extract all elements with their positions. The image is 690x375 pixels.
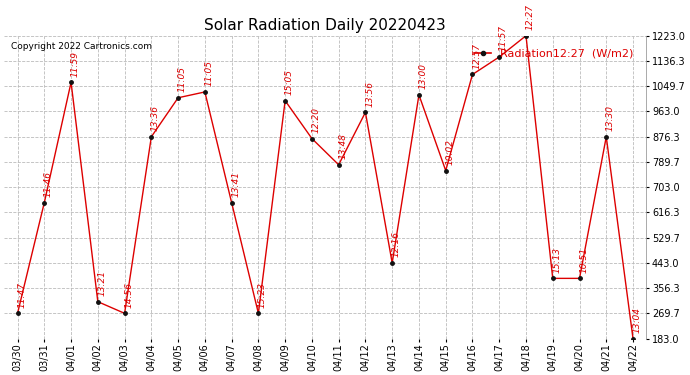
Text: 13:41: 13:41 xyxy=(231,171,240,197)
Text: Copyright 2022 Cartronics.com: Copyright 2022 Cartronics.com xyxy=(10,42,152,51)
Text: 11:47: 11:47 xyxy=(17,282,26,308)
Text: 15:13: 15:13 xyxy=(553,247,562,273)
Text: 11:59: 11:59 xyxy=(71,51,80,77)
Text: 14:56: 14:56 xyxy=(124,282,133,308)
Text: 12:16: 12:16 xyxy=(392,231,401,257)
Text: 12:27: 12:27 xyxy=(526,4,535,30)
Title: Solar Radiation Daily 20220423: Solar Radiation Daily 20220423 xyxy=(204,18,446,33)
Text: 13:30: 13:30 xyxy=(606,105,615,131)
Text: 10:02: 10:02 xyxy=(445,139,455,165)
Legend: Radiation12:27  (W/m2): Radiation12:27 (W/m2) xyxy=(470,44,638,63)
Text: 13:21: 13:21 xyxy=(97,270,106,296)
Text: 15:05: 15:05 xyxy=(285,69,294,95)
Text: 13:00: 13:00 xyxy=(419,63,428,89)
Text: 11:57: 11:57 xyxy=(499,26,508,51)
Text: 12:57: 12:57 xyxy=(472,43,481,69)
Text: 12:20: 12:20 xyxy=(312,107,321,133)
Text: 11:05: 11:05 xyxy=(204,60,213,86)
Text: 13:36: 13:36 xyxy=(151,105,160,131)
Text: 13:48: 13:48 xyxy=(338,133,347,159)
Text: 15:23: 15:23 xyxy=(258,282,267,308)
Text: 11:46: 11:46 xyxy=(44,171,53,197)
Text: 13:56: 13:56 xyxy=(365,81,374,107)
Text: 11:05: 11:05 xyxy=(178,66,187,92)
Text: 10:51: 10:51 xyxy=(579,247,588,273)
Text: 13:04: 13:04 xyxy=(633,307,642,333)
